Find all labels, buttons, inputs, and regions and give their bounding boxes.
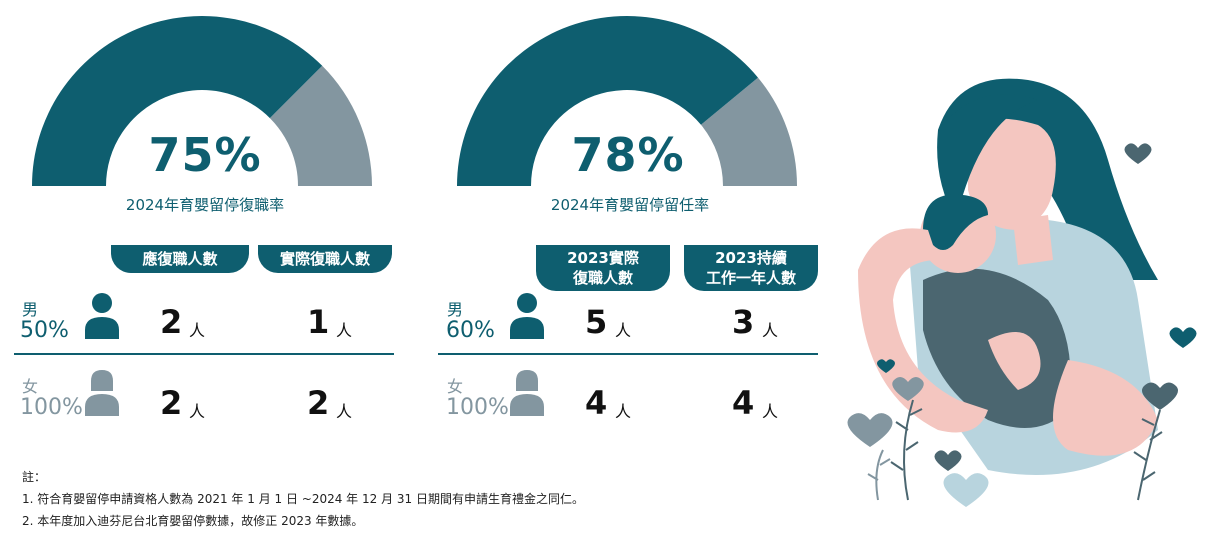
table-2-female-unit-2: 人 bbox=[762, 402, 779, 421]
heart-icon bbox=[1124, 143, 1152, 164]
gauge-1-fill bbox=[32, 15, 323, 187]
table-2-female-value-2: 4 bbox=[732, 384, 755, 422]
gauge-1-track bbox=[269, 65, 372, 186]
gauge-1-label: 2024年育嬰留停復職率 bbox=[125, 196, 285, 214]
gauge-2-fill bbox=[457, 16, 758, 186]
heart-icon bbox=[1142, 382, 1178, 410]
table-2-male-ratio: 60% bbox=[446, 318, 495, 343]
table-2-female-ratio: 100% bbox=[446, 395, 509, 420]
heart-icon bbox=[934, 450, 962, 471]
table-1-female-label: 女 bbox=[22, 377, 39, 396]
table-2-header-1: 2023實際 復職人數 bbox=[536, 245, 670, 291]
male-person-icon bbox=[510, 293, 544, 339]
table-1-male-ratio: 50% bbox=[20, 318, 69, 343]
heart-icon bbox=[892, 376, 924, 401]
table-1-divider bbox=[14, 353, 394, 355]
table-2-female-value-1: 4 bbox=[585, 384, 608, 422]
table-2-header-2: 2023持續 工作一年人數 bbox=[684, 245, 818, 291]
table-1-header-2: 實際復職人數 bbox=[258, 245, 392, 273]
footnotes: 註： 1. 符合育嬰留停申請資格人數為 2021 年 1 月 1 日 ~2024… bbox=[22, 466, 584, 532]
gauge-2-label: 2024年育嬰留停留任率 bbox=[550, 196, 710, 214]
table-1-female-unit-1: 人 bbox=[189, 402, 206, 421]
gauge-chart-1 bbox=[32, 15, 372, 187]
table-2-male-value-1: 5 bbox=[585, 303, 608, 341]
gauge-2-track bbox=[700, 77, 797, 186]
table-2-divider bbox=[438, 353, 818, 355]
table-2-male-value-2: 3 bbox=[732, 303, 755, 341]
leaf-branch-icon bbox=[890, 399, 923, 501]
table-2-male-unit-2: 人 bbox=[762, 321, 779, 340]
table-2-female-label: 女 bbox=[447, 377, 464, 396]
table-2-header-1-line-2: 復職人數 bbox=[572, 269, 633, 287]
table-1-female-value-1: 2 bbox=[160, 384, 183, 422]
table-1-male-value-2: 1 bbox=[307, 303, 330, 341]
table-1-male-value-1: 2 bbox=[160, 303, 183, 341]
table-2-male-label: 男 bbox=[447, 300, 464, 319]
gauge-chart-2 bbox=[457, 16, 797, 186]
heart-icon bbox=[943, 473, 989, 507]
leaf-branch-icon bbox=[867, 449, 891, 501]
gauge-1-value: 75% bbox=[148, 128, 262, 182]
table-2-header-2-line-1: 2023持續 bbox=[715, 249, 787, 267]
gauge-2-value: 78% bbox=[571, 128, 685, 182]
table-1-male-label: 男 bbox=[22, 300, 39, 319]
mother-holding-baby-illustration bbox=[847, 78, 1197, 507]
female-person-icon bbox=[510, 370, 544, 416]
table-1-male-unit-2: 人 bbox=[336, 321, 353, 340]
table-2-header-1-line-1: 2023實際 bbox=[567, 249, 639, 267]
table-1-female-unit-2: 人 bbox=[336, 402, 353, 421]
heart-icon bbox=[847, 413, 893, 447]
footnote-2: 2. 本年度加入迪芬尼台北育嬰留停數據，故修正 2023 年數據。 bbox=[22, 514, 364, 528]
male-person-icon bbox=[85, 293, 119, 339]
table-2-male-unit-1: 人 bbox=[615, 321, 632, 340]
table-2-header-2-line-2: 工作一年人數 bbox=[705, 269, 796, 287]
female-person-icon bbox=[85, 370, 119, 416]
leaf-branch-icon bbox=[1133, 409, 1163, 501]
table-1-female-value-2: 2 bbox=[307, 384, 330, 422]
table-1-male-unit-1: 人 bbox=[189, 321, 206, 340]
footnote-1: 1. 符合育嬰留停申請資格人數為 2021 年 1 月 1 日 ~2024 年 … bbox=[22, 492, 584, 506]
table-1-female-ratio: 100% bbox=[20, 395, 83, 420]
heart-icon bbox=[877, 359, 895, 373]
table-1-header-1: 應復職人數 bbox=[111, 245, 249, 273]
heart-icon bbox=[1169, 327, 1197, 348]
footnote-heading: 註： bbox=[22, 470, 47, 484]
table-2-female-unit-1: 人 bbox=[615, 402, 632, 421]
